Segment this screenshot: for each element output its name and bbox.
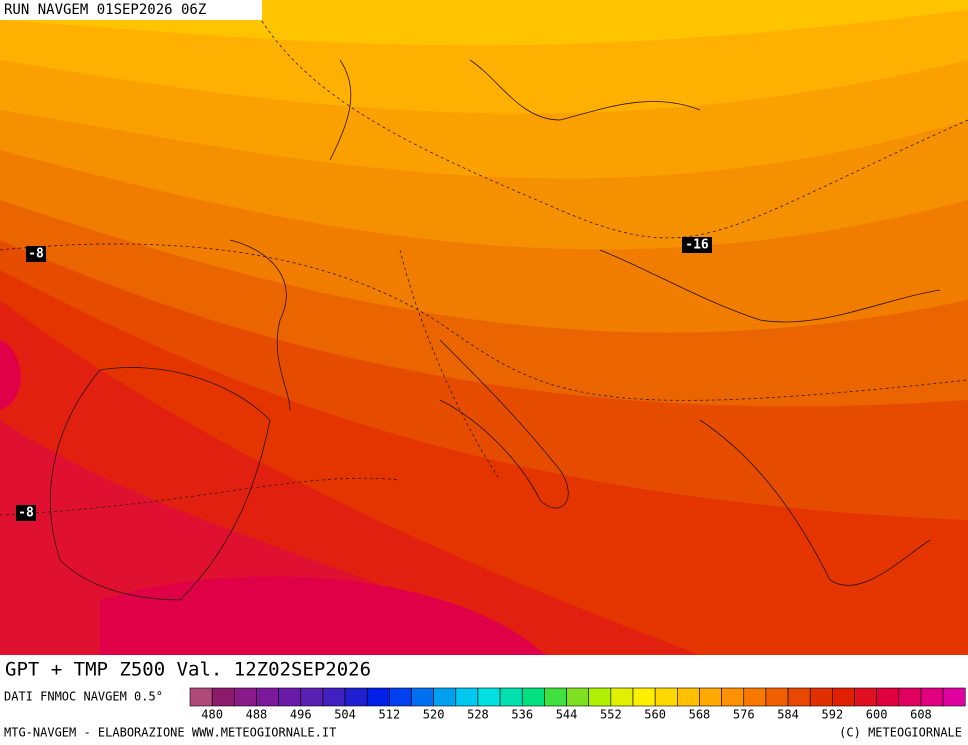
contour-label: -8 (28, 247, 44, 262)
colorbar-tick-label: 576 (733, 708, 755, 722)
colorbar-swatch (743, 687, 767, 707)
colorbar-tick-label: 536 (511, 708, 533, 722)
colorbar-tick-label: 560 (644, 708, 666, 722)
colorbar-swatch (654, 687, 678, 707)
colorbar-swatch (588, 687, 612, 707)
header-box (0, 0, 262, 20)
colorbar-swatch (942, 687, 966, 707)
contour-label: -16 (685, 238, 709, 253)
colorbar-swatch (721, 687, 745, 707)
colorbar-swatch (300, 687, 324, 707)
colorbar-tick-label: 592 (822, 708, 844, 722)
colorbar-swatch (499, 687, 523, 707)
colorbar-swatch (699, 687, 722, 707)
footer-right: (C) METEOGIORNALE (839, 726, 962, 740)
map-title: GPT + TMP Z500 Val. 12Z02SEP2026 (5, 659, 371, 681)
contour-label-box (682, 237, 712, 253)
colorbar-tick-label: 584 (777, 708, 799, 722)
colorbar-swatch (322, 687, 346, 707)
colorbar-tick-label: 512 (379, 708, 401, 722)
map (0, 0, 968, 655)
title-box (0, 655, 412, 683)
colorbar-tick-label: 568 (689, 708, 711, 722)
colorbar-swatch (898, 687, 922, 707)
colorbar-tick-label: 504 (334, 708, 356, 722)
colorbar-swatch (566, 687, 589, 707)
colorbar-swatch (521, 687, 545, 707)
contour-label-box (26, 246, 46, 262)
colorbar-swatch (632, 687, 656, 707)
colorbar-swatch (676, 687, 700, 707)
colorbar-tick-label: 520 (423, 708, 445, 722)
colorbar-tick-label: 544 (556, 708, 578, 722)
colorbar-swatch (366, 687, 390, 707)
colorbar-tick-label: 600 (866, 708, 888, 722)
colorbar-tick-label: 552 (600, 708, 622, 722)
colorbar-swatch (854, 687, 877, 707)
coastlines (49, 59, 941, 601)
colorbar-swatch (455, 687, 479, 707)
contour-label: -8 (18, 506, 34, 521)
isotherms (0, 0, 968, 516)
source-note: DATI FNMOC NAVGEM 0.5° (4, 690, 163, 704)
colorbar-swatch (344, 687, 368, 707)
run-header: RUN NAVGEM 01SEP2026 06Z (4, 2, 206, 18)
colorbar-swatch (234, 687, 257, 707)
colorbar-swatch (920, 687, 944, 707)
colorbar-swatch (278, 687, 302, 707)
contour-label-box (16, 505, 36, 521)
colorbar-swatch (765, 687, 789, 707)
colorbar-swatch (787, 687, 811, 707)
colorbar-swatch (189, 687, 213, 707)
colorbar-swatch (477, 687, 501, 707)
colorbar-swatch (610, 687, 634, 707)
colorbar-swatch (389, 687, 412, 707)
colorbar-swatch (256, 687, 279, 707)
colorbar-tick-label: 480 (201, 708, 223, 722)
colorbar-swatch (433, 687, 457, 707)
field (100, 576, 545, 655)
colorbar-swatch (544, 687, 567, 707)
colorbar-swatch (876, 687, 900, 707)
colorbar-tick-label: 608 (910, 708, 932, 722)
colorbar-swatch (809, 687, 833, 707)
footer-left: MTG-NAVGEM - ELABORAZIONE WWW.METEOGIORN… (4, 726, 336, 740)
field (0, 340, 21, 410)
colorbar-tick-label: 496 (290, 708, 312, 722)
colorbar-swatch (211, 687, 235, 707)
colorbar-swatch (411, 687, 434, 707)
colorbar-swatch (832, 687, 855, 707)
colorbar-tick-label: 488 (246, 708, 268, 722)
colorbar-tick-label: 528 (467, 708, 489, 722)
